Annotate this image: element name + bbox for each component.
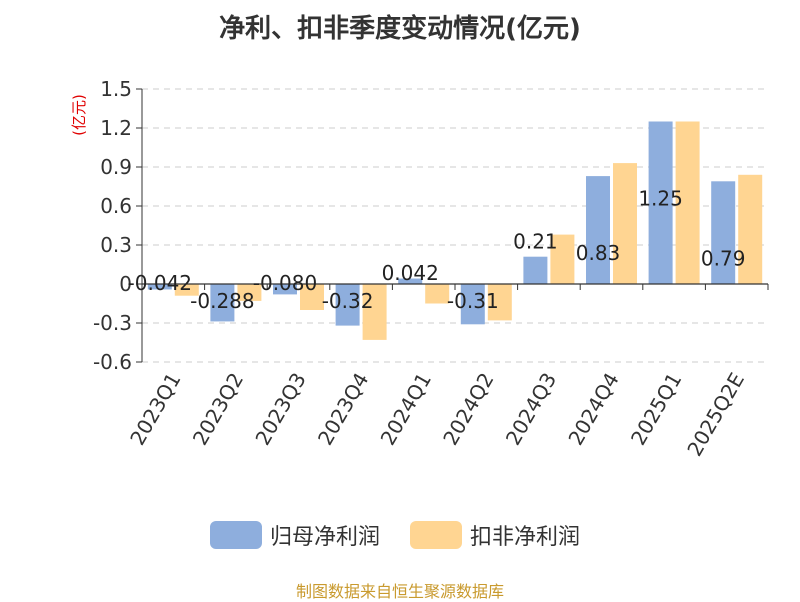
data-label: 0.79 (701, 246, 746, 270)
bar-net-profit (210, 284, 235, 322)
bar-net-profit (460, 284, 485, 325)
bar-net-profit (648, 121, 673, 284)
chart-title: 净利、扣非季度变动情况(亿元) (219, 14, 581, 44)
bar-net-profit (273, 284, 297, 295)
data-label: -0.31 (447, 289, 499, 313)
x-tick-label: 2025Q1 (626, 369, 686, 450)
bar-adjusted-profit (550, 234, 575, 284)
x-tick-label: 2023Q1 (125, 369, 185, 450)
bar-adjusted-profit (174, 284, 199, 296)
legend-net-profit-swatch (210, 521, 262, 549)
data-label: 0.21 (513, 230, 558, 254)
data-label: -0.288 (190, 289, 254, 313)
bar-adjusted-profit (237, 284, 262, 301)
bar-net-profit (586, 176, 610, 284)
source-note: 制图数据来自恒生聚源数据库 (295, 582, 504, 601)
y-tick-label: -0.3 (93, 311, 132, 335)
bar-net-profit (147, 284, 172, 290)
x-tick-label: 2024Q2 (438, 369, 498, 450)
y-tick-label: 0.3 (100, 233, 132, 257)
y-tick-label: 1.2 (100, 116, 132, 140)
legend-adjusted-profit-label: 扣非净利润 (470, 525, 580, 550)
x-tick-label: 2024Q3 (501, 369, 561, 450)
data-label: -0.32 (322, 289, 374, 313)
x-tick-label: 2023Q4 (313, 369, 373, 450)
x-tick-label: 2024Q4 (563, 369, 623, 450)
x-tick-label: 2024Q1 (376, 369, 436, 450)
y-tick-label: -0.6 (93, 350, 132, 374)
bar-net-profit (711, 181, 736, 284)
bar-net-profit (523, 256, 548, 284)
bar-adjusted-profit (362, 284, 387, 340)
y-axis-label: (亿元) (70, 94, 88, 136)
bar-net-profit (398, 278, 423, 284)
bar-adjusted-profit (738, 174, 763, 284)
legend-adjusted-profit-swatch (410, 521, 462, 549)
x-tick-label: 2023Q3 (250, 369, 310, 450)
y-tick-label: 0.9 (100, 155, 132, 179)
bar-adjusted-profit (675, 121, 700, 284)
y-tick-label: 1.5 (100, 77, 132, 101)
legend-net-profit-label: 归母净利润 (270, 525, 380, 550)
y-tick-label: 0 (119, 272, 132, 296)
data-label: -0.042 (128, 271, 192, 295)
bar-adjusted-profit (300, 284, 324, 310)
bar-adjusted-profit (425, 284, 450, 304)
bar-adjusted-profit (487, 284, 512, 321)
data-label: 0.042 (382, 261, 439, 285)
x-tick-label: 2023Q2 (188, 369, 248, 450)
x-tick-label: 2025Q2E (682, 369, 749, 461)
y-tick-label: 0.6 (100, 194, 132, 218)
data-label: -0.080 (253, 271, 317, 295)
bar-adjusted-profit (613, 163, 637, 284)
data-label: 1.25 (638, 187, 683, 211)
bar-net-profit (335, 284, 360, 326)
data-label: 0.83 (576, 241, 621, 265)
